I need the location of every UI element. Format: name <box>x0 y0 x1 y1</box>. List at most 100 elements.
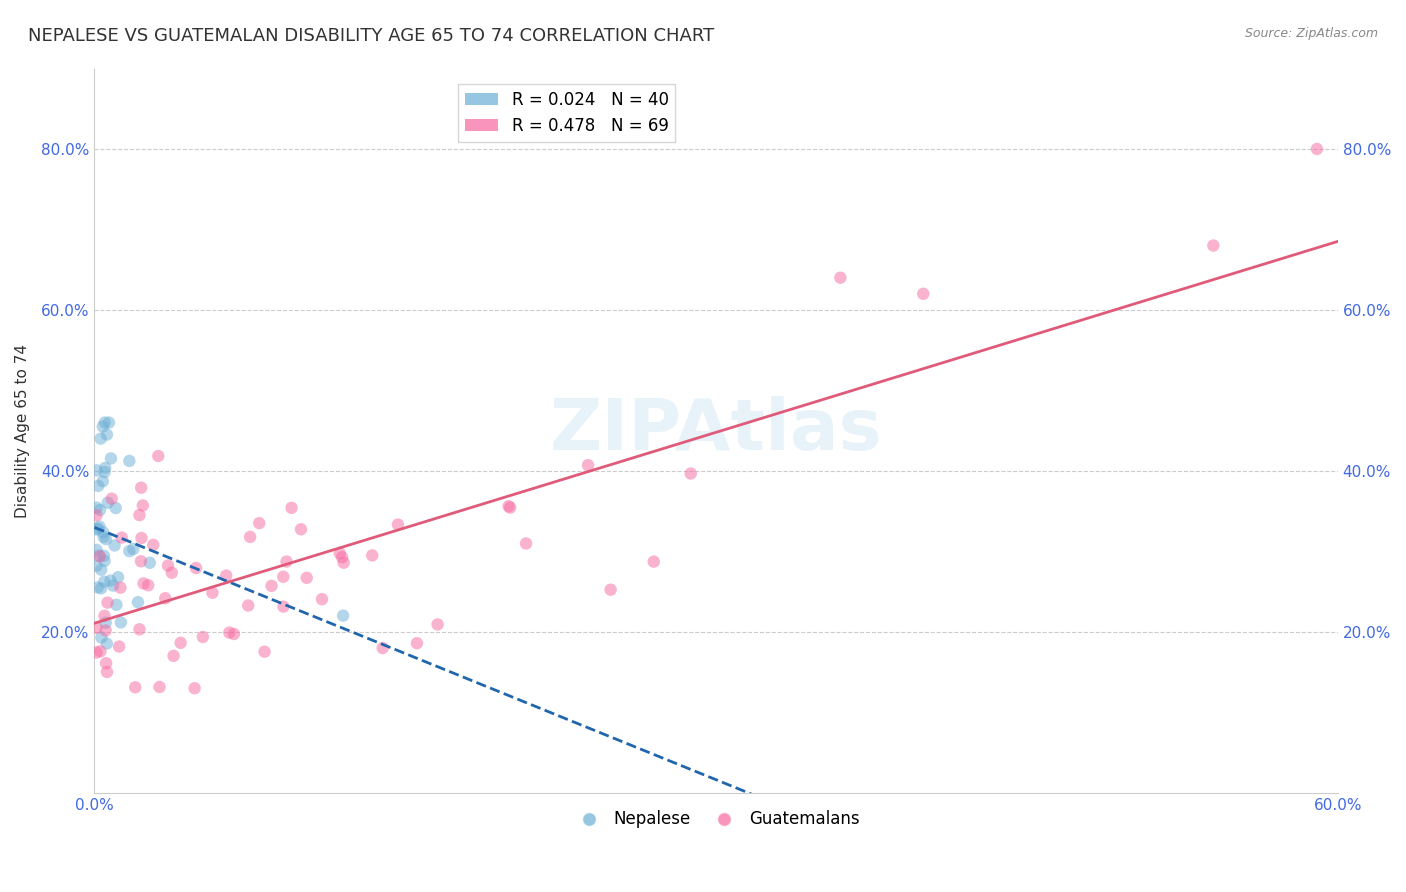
Point <box>426 617 449 632</box>
Point <box>148 680 170 694</box>
Point <box>90 631 112 645</box>
Text: Source: ZipAtlas.com: Source: ZipAtlas.com <box>1244 27 1378 40</box>
Point <box>329 546 352 560</box>
Point <box>132 499 155 513</box>
Point <box>94 656 117 670</box>
Point <box>104 500 127 515</box>
Legend: Nepalese, Guatemalans: Nepalese, Guatemalans <box>565 804 866 835</box>
Point <box>330 550 353 565</box>
Point <box>110 615 132 630</box>
Point <box>276 555 298 569</box>
Point <box>96 636 118 650</box>
Point <box>94 624 117 638</box>
Point <box>128 508 150 522</box>
Point <box>89 519 111 533</box>
Point <box>91 525 114 540</box>
Point <box>122 542 145 557</box>
Point <box>290 522 312 536</box>
Point <box>238 599 260 613</box>
Point <box>91 474 114 488</box>
Point <box>1202 238 1225 252</box>
Point <box>387 517 409 532</box>
Point <box>111 531 134 545</box>
Point <box>100 491 122 506</box>
Point <box>86 645 108 659</box>
Point <box>406 636 429 650</box>
Point <box>94 532 117 546</box>
Point <box>87 549 110 563</box>
Point <box>93 465 115 479</box>
Point <box>89 503 111 517</box>
Point <box>90 582 112 596</box>
Point <box>107 570 129 584</box>
Point <box>105 598 128 612</box>
Point <box>124 681 146 695</box>
Point <box>89 549 111 564</box>
Point <box>129 554 152 568</box>
Point <box>260 579 283 593</box>
Text: ZIPAtlas: ZIPAtlas <box>550 396 883 465</box>
Point <box>86 558 108 573</box>
Point <box>93 530 115 544</box>
Point <box>86 542 108 557</box>
Point <box>498 499 520 513</box>
Point <box>91 419 114 434</box>
Point <box>96 665 118 679</box>
Point <box>131 531 153 545</box>
Point <box>156 558 179 573</box>
Point <box>101 578 124 592</box>
Point <box>86 523 108 537</box>
Point <box>97 496 120 510</box>
Y-axis label: Disability Age 65 to 74: Disability Age 65 to 74 <box>15 343 30 517</box>
Point <box>86 500 108 515</box>
Point <box>86 463 108 477</box>
Point <box>295 571 318 585</box>
Point <box>371 641 394 656</box>
Point <box>89 644 111 658</box>
Point <box>108 640 131 654</box>
Point <box>94 615 117 630</box>
Point <box>93 554 115 568</box>
Point <box>830 270 852 285</box>
Point <box>912 286 935 301</box>
Point <box>222 627 245 641</box>
Point <box>155 591 177 606</box>
Point <box>361 549 384 563</box>
Point <box>280 500 302 515</box>
Point <box>86 508 108 523</box>
Point <box>98 416 121 430</box>
Point <box>118 454 141 468</box>
Point <box>169 636 191 650</box>
Point <box>104 539 127 553</box>
Point <box>93 549 115 563</box>
Point <box>679 467 702 481</box>
Point <box>576 458 599 473</box>
Point <box>87 580 110 594</box>
Point <box>201 586 224 600</box>
Point <box>273 599 295 614</box>
Point <box>132 576 155 591</box>
Point <box>271 570 294 584</box>
Point <box>128 623 150 637</box>
Point <box>87 479 110 493</box>
Point <box>515 536 537 550</box>
Point <box>100 574 122 588</box>
Point <box>332 608 354 623</box>
Point <box>183 681 205 696</box>
Point <box>599 582 621 597</box>
Point <box>96 427 118 442</box>
Point <box>499 500 522 515</box>
Point <box>191 630 214 644</box>
Point <box>311 592 333 607</box>
Point <box>253 645 276 659</box>
Text: NEPALESE VS GUATEMALAN DISABILITY AGE 65 TO 74 CORRELATION CHART: NEPALESE VS GUATEMALAN DISABILITY AGE 65… <box>28 27 714 45</box>
Point <box>110 581 132 595</box>
Point <box>218 625 240 640</box>
Point <box>643 555 665 569</box>
Point <box>1306 142 1329 156</box>
Point <box>184 561 207 575</box>
Point <box>136 578 159 592</box>
Point <box>86 621 108 635</box>
Point <box>93 574 115 589</box>
Point <box>139 556 162 570</box>
